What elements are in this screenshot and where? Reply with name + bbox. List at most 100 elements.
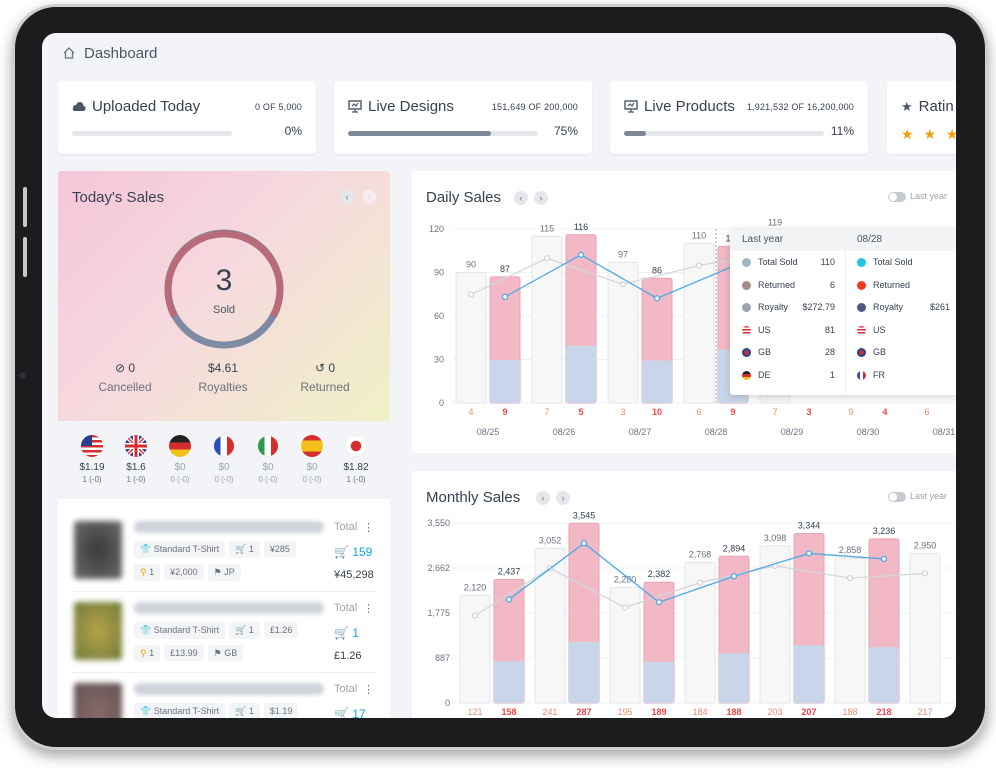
data-label-current: 3,236 <box>873 526 896 536</box>
price-chip: ¥285 <box>263 541 296 557</box>
product-thumbnail[interactable] <box>74 683 122 718</box>
next-period-button[interactable]: › <box>534 191 548 205</box>
market-es[interactable]: $0 0 (-0) <box>290 435 334 484</box>
cart-icon: 🛒 <box>334 545 349 559</box>
total-amount: £1.26 <box>334 650 362 662</box>
line-current <box>508 542 885 603</box>
legend-dot <box>857 303 866 312</box>
flag-icon: ⚑ <box>213 648 222 658</box>
stat-card-uploaded: Uploaded Today 0 OF 5,000 0% <box>58 81 316 154</box>
stat-meta: 151,649 OF 200,000 <box>491 102 578 112</box>
market-fr[interactable]: $0 0 (-0) <box>202 435 246 484</box>
data-label-current: 3,344 <box>798 520 821 530</box>
next-day-button[interactable]: › <box>362 190 376 204</box>
total-label: Total <box>334 683 358 695</box>
product-type-chip: 👕 Standard T-Shirt <box>134 703 226 718</box>
list-item[interactable]: 👕 Standard T-Shirt 🛒 1 $1.19 Total ⋮ 🛒 17 <box>72 673 376 718</box>
prev-day-button[interactable]: ‹ <box>340 190 354 204</box>
bar-royalty-segment <box>569 641 599 703</box>
market-chip: ⚑ JP <box>207 564 241 581</box>
last-year-toggle[interactable] <box>888 192 906 202</box>
market-de[interactable]: $0 0 (-0) <box>158 435 202 484</box>
chip-text: 1 <box>248 706 254 716</box>
tooltip-label: Royalty <box>758 302 789 312</box>
es-flag-icon <box>301 435 323 457</box>
y-tick-label: 0 <box>439 398 444 408</box>
more-icon[interactable]: ⋮ <box>363 522 374 534</box>
bar-last-year <box>759 545 791 704</box>
breadcrumb: Dashboard <box>42 33 956 73</box>
more-icon[interactable]: ⋮ <box>363 603 374 615</box>
returns-last-year: 7 <box>772 407 777 417</box>
us-flag-icon <box>857 325 866 335</box>
bar-royalty-segment <box>644 661 674 703</box>
tooltip-row: Returned <box>845 274 956 297</box>
last-year-toggle[interactable] <box>888 492 906 502</box>
prev-period-button[interactable]: ‹ <box>536 491 550 505</box>
legend-dot <box>857 258 866 267</box>
tooltip-row: Total Sold <box>845 251 956 274</box>
page-title[interactable]: Dashboard <box>84 44 158 62</box>
list-item[interactable]: 👕 Standard T-Shirt 🛒 1 ¥285 ⚲ 1 ¥2,000 ⚑ JP … <box>72 511 376 592</box>
y-tick-label: 90 <box>434 268 444 278</box>
returns-current: 207 <box>801 707 816 717</box>
list-item[interactable]: 👕 Standard T-Shirt 🛒 1 £1.26 ⚲ 1 £13.99 ⚑ GB… <box>72 592 376 673</box>
chip-text: 1 <box>248 544 254 554</box>
tooltip-value: 28 <box>824 347 835 357</box>
market-it[interactable]: $0 0 (-0) <box>246 435 290 484</box>
y-tick-label: 30 <box>434 355 444 365</box>
gb-flag-icon <box>857 348 866 357</box>
product-thumbnail[interactable] <box>74 602 122 660</box>
data-label-current: 3,545 <box>573 510 596 520</box>
next-period-button[interactable]: › <box>556 491 570 505</box>
market-jp[interactable]: $1.82 1 (-0) <box>334 435 378 484</box>
shirt-icon: 👕 <box>140 706 152 716</box>
tooltip-last-year: Last year Total Sold 110 Returned 6 Royalty $… <box>730 229 846 395</box>
total-label: Total <box>334 602 358 614</box>
prev-period-button[interactable]: ‹ <box>514 191 528 205</box>
bar-last-year <box>534 547 566 704</box>
tooltip-value: 81 <box>824 324 835 335</box>
returns-current: 10 <box>652 407 662 417</box>
returns-last-year: 4 <box>468 407 473 417</box>
price-chip: $1.19 <box>263 703 299 718</box>
chip-text: Standard T-Shirt <box>153 706 220 716</box>
home-icon[interactable] <box>62 46 76 60</box>
data-label-current: 2,437 <box>498 566 521 576</box>
tooltip-row: Royalty $272.79 <box>730 296 845 319</box>
point-last-year <box>468 291 474 298</box>
total-label: Total <box>334 521 358 533</box>
data-label-last-year: 3,052 <box>539 535 562 545</box>
more-icon[interactable]: ⋮ <box>363 684 374 696</box>
progress-track <box>348 131 538 136</box>
stat-title: Live Products <box>644 98 735 115</box>
product-thumbnail[interactable] <box>74 521 122 579</box>
market-gb[interactable]: $1.6 1 (-0) <box>114 435 158 484</box>
y-tick-label: 0 <box>445 698 450 708</box>
point-last-year <box>696 262 702 269</box>
point-current <box>653 295 661 302</box>
volume-down-button <box>23 237 27 277</box>
product-title-blurred <box>134 521 324 533</box>
kpi-label: Returned <box>300 380 350 394</box>
kpi-label: Cancelled <box>98 380 152 394</box>
data-label-last-year: 90 <box>466 260 476 270</box>
cloud-upload-icon <box>72 101 86 111</box>
point-last-year <box>472 612 478 619</box>
fr-flag-icon <box>857 370 866 380</box>
market-amount: $1.6 <box>126 462 146 473</box>
tooltip-row: DE 1 <box>730 364 845 387</box>
market-amount: $0 <box>306 462 318 473</box>
market-us[interactable]: $1.19 1 (-0) <box>70 435 114 484</box>
returns-current: 4 <box>882 407 887 417</box>
stat-meta: 0 OF 5,000 <box>254 102 302 112</box>
person-icon: ⚲ <box>140 567 147 577</box>
y-tick-label: 1,775 <box>427 608 450 618</box>
bar-last-year <box>909 552 941 704</box>
tooltip-label: Returned <box>873 279 911 290</box>
tooltip-header: 08/28 <box>845 229 956 251</box>
monthly-sales-chart[interactable]: 3,550 2,662 1,775 887 0 2,120 2,437 121 158 3,052… <box>412 471 956 718</box>
progress-track <box>624 131 824 136</box>
kpi-value: 0 <box>328 361 336 375</box>
x-tick-label: 08/28 <box>705 427 728 437</box>
